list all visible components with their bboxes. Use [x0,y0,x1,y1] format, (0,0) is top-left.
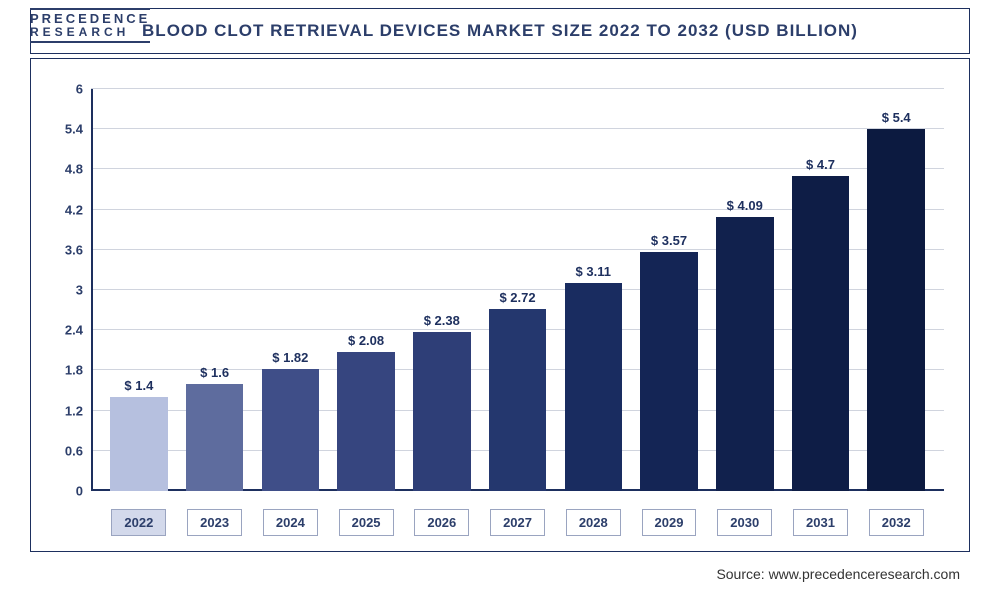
bar-group: $ 2.72 [480,89,556,491]
x-label-wrap: 2027 [480,509,556,536]
bar [337,352,395,491]
x-label: 2025 [339,509,394,536]
x-label-wrap: 2026 [404,509,480,536]
x-label-wrap: 2029 [631,509,707,536]
bar-value-label: $ 3.57 [651,233,687,248]
x-label: 2029 [642,509,697,536]
bar-value-label: $ 1.82 [272,350,308,365]
bar-group: $ 1.4 [101,89,177,491]
bar [489,309,547,491]
y-tick: 1.2 [65,403,83,418]
x-label-wrap: 2023 [177,509,253,536]
bar-group: $ 3.11 [555,89,631,491]
x-label-wrap: 2025 [328,509,404,536]
bar-value-label: $ 4.7 [806,157,835,172]
bar [110,397,168,491]
y-tick: 3 [76,283,83,298]
bars-group: $ 1.4 $ 1.6 $ 1.82 $ 2.08 $ 2.38 $ 2.72 $ 3.11… [91,89,944,491]
bar-value-label: $ 4.09 [727,198,763,213]
bar-value-label: $ 3.11 [576,264,611,279]
bar [792,176,850,491]
bar [640,252,698,491]
bar-value-label: $ 1.6 [200,365,229,380]
bar-group: $ 4.09 [707,89,783,491]
bar-group: $ 3.57 [631,89,707,491]
x-label: 2023 [187,509,242,536]
bar-group: $ 2.38 [404,89,480,491]
y-tick: 4.2 [65,202,83,217]
bar-group: $ 5.4 [858,89,934,491]
bar [867,129,925,491]
x-label: 2026 [414,509,469,536]
y-tick: 5.4 [65,122,83,137]
y-tick: 2.4 [65,323,83,338]
y-tick: 1.8 [65,363,83,378]
logo-line1: PRECEDENCE [30,12,150,26]
brand-logo: PRECEDENCE RESEARCH [30,8,150,43]
bar [716,217,774,491]
bar-value-label: $ 5.4 [882,110,911,125]
logo-line2: RESEARCH [30,26,150,39]
y-tick: 6 [76,82,83,97]
x-label: 2032 [869,509,924,536]
y-tick: 0 [76,484,83,499]
x-label: 2024 [263,509,318,536]
bar-group: $ 4.7 [783,89,859,491]
bar [186,384,244,491]
bar [413,332,471,491]
x-label: 2022 [111,509,166,536]
x-label: 2030 [717,509,772,536]
x-label-wrap: 2024 [252,509,328,536]
bar-value-label: $ 2.72 [499,290,535,305]
y-tick: 4.8 [65,162,83,177]
chart-title-box: BLOOD CLOT RETRIEVAL DEVICES MARKET SIZE… [30,8,970,54]
x-label-wrap: 2032 [858,509,934,536]
chart-title: BLOOD CLOT RETRIEVAL DEVICES MARKET SIZE… [142,21,858,40]
y-tick: 3.6 [65,242,83,257]
bar-group: $ 1.6 [177,89,253,491]
x-label-wrap: 2030 [707,509,783,536]
x-label-wrap: 2031 [783,509,859,536]
x-axis-labels: 2022 2023 2024 2025 2026 2027 2028 2029 2030 2031… [91,509,944,536]
bar-group: $ 1.82 [252,89,328,491]
chart-container: 00.61.21.82.433.64.24.85.46 $ 1.4$ 1.6$ … [30,58,970,552]
x-label: 2027 [490,509,545,536]
x-label: 2028 [566,509,621,536]
bar-value-label: $ 1.4 [124,378,153,393]
source-attribution: Source: www.precedenceresearch.com [716,566,960,582]
bar-group: $ 2.08 [328,89,404,491]
y-tick: 0.6 [65,443,83,458]
bar [262,369,320,491]
bar-value-label: $ 2.08 [348,333,384,348]
bar-value-label: $ 2.38 [424,313,460,328]
x-label-wrap: 2022 [101,509,177,536]
plot-area: 00.61.21.82.433.64.24.85.46 $ 1.4$ 1.6$ … [91,89,944,491]
x-label-wrap: 2028 [555,509,631,536]
bar [565,283,623,491]
x-label: 2031 [793,509,848,536]
